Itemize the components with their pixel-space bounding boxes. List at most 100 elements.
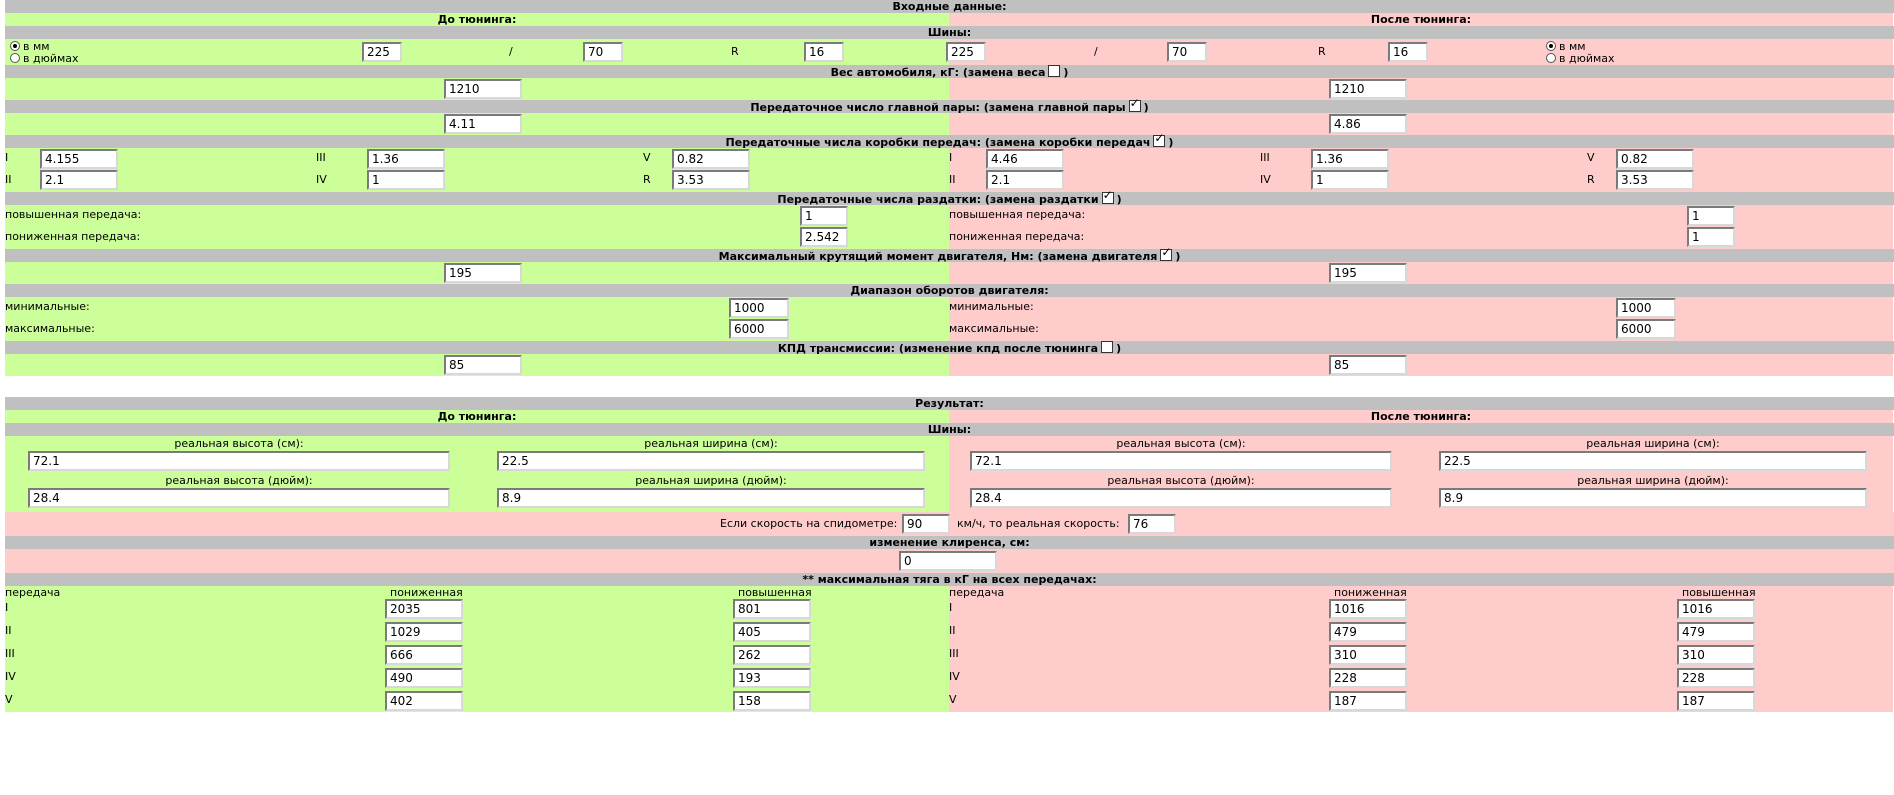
after-gear-r-input[interactable]: 3.53	[1616, 170, 1694, 190]
transfer-change-checkbox[interactable]	[1101, 189, 1114, 204]
before-traction-low-v[interactable]: 402	[385, 691, 463, 711]
speedometer-speed-input[interactable]: 90	[902, 514, 950, 534]
before-tire-profile-input[interactable]: 70	[583, 42, 623, 62]
tuning-calculator: Входные данные: До тюнинга: После тюнинг…	[5, 0, 1894, 712]
radio-checked-icon[interactable]	[10, 41, 20, 51]
before-gear-iii-input[interactable]: 1.36	[367, 149, 445, 169]
after-transfer-low-input[interactable]: 1	[1687, 227, 1735, 247]
before-gear-i-input[interactable]: 4.155	[40, 149, 118, 169]
before-efficiency-input[interactable]: 85	[444, 355, 522, 375]
before-unit-inch-option[interactable]: в дюймах	[10, 52, 79, 66]
after-traction-high-v[interactable]: 187	[1677, 691, 1755, 711]
after-tire-profile-input[interactable]: 70	[1167, 42, 1207, 62]
after-traction-low-v[interactable]: 187	[1329, 691, 1407, 711]
before-traction-high-v[interactable]: 158	[733, 691, 811, 711]
before-traction-low-iii[interactable]: 666	[385, 645, 463, 665]
radio-unchecked-icon[interactable]	[1546, 53, 1556, 63]
after-unit-mm-option[interactable]: в мм	[1546, 40, 1586, 54]
before-transfer-high-input[interactable]: 1	[800, 206, 848, 226]
traction-title: ** максимальная тяга в кГ на всех переда…	[5, 573, 1894, 586]
before-real-width-inch[interactable]: 8.9	[497, 488, 925, 508]
after-real-height-cm[interactable]: 72.1	[970, 451, 1392, 471]
before-gearbox: I 4.155 III 1.36 V 0.82 II 2.1 IV 1 R 3.…	[5, 148, 949, 192]
after-tires-row: 225 / 70 R 16 в мм в дюймах	[946, 39, 1893, 66]
after-rpm-max-input[interactable]: 6000	[1616, 319, 1676, 339]
result-tires-title: Шины:	[5, 423, 1894, 436]
clearance-change-output[interactable]: 0	[899, 551, 997, 571]
after-transfer-high-input[interactable]: 1	[1687, 206, 1735, 226]
tire-r-label: R	[731, 45, 739, 58]
before-traction-low-iv[interactable]: 490	[385, 668, 463, 688]
before-tuning-label: До тюнинга:	[5, 13, 949, 26]
before-transfer-low-input[interactable]: 2.542	[800, 227, 848, 247]
after-tuning-label: После тюнинга:	[949, 13, 1893, 26]
input-section-title: Входные данные:	[5, 0, 1894, 13]
after-rpm-min-input[interactable]: 1000	[1616, 298, 1676, 318]
after-real-width-cm[interactable]: 22.5	[1439, 451, 1867, 471]
after-traction-high-ii[interactable]: 479	[1677, 622, 1755, 642]
after-main-pair-input[interactable]: 4.86	[1329, 114, 1407, 134]
tire-slash-label: /	[509, 45, 513, 58]
after-weight-input[interactable]: 1210	[1329, 79, 1407, 99]
after-traction-low-ii[interactable]: 479	[1329, 622, 1407, 642]
before-traction-high-ii[interactable]: 405	[733, 622, 811, 642]
result-after-label: После тюнинга:	[949, 410, 1893, 423]
after-gear-v-input[interactable]: 0.82	[1616, 149, 1694, 169]
after-traction-low-iv[interactable]: 228	[1329, 668, 1407, 688]
after-rpm: минимальные: 1000 максимальные: 6000	[949, 297, 1893, 341]
result-section-title: Результат:	[5, 397, 1894, 410]
before-traction-low-i[interactable]: 2035	[385, 599, 463, 619]
after-tire-width-input[interactable]: 225	[946, 42, 986, 62]
before-gear-r-input[interactable]: 3.53	[672, 170, 750, 190]
traction-before: передача пониженная повышенная I 2035 801 I…	[5, 586, 949, 712]
before-gear-v-input[interactable]: 0.82	[672, 149, 750, 169]
after-tire-radius-input[interactable]: 16	[1388, 42, 1428, 62]
radio-checked-icon[interactable]	[1546, 41, 1556, 51]
tires-title: Шины:	[5, 26, 1894, 39]
after-torque-input[interactable]: 195	[1329, 263, 1407, 283]
after-traction-low-iii[interactable]: 310	[1329, 645, 1407, 665]
before-traction-high-i[interactable]: 801	[733, 599, 811, 619]
before-rpm-max-input[interactable]: 6000	[729, 319, 789, 339]
before-real-width-cm[interactable]: 22.5	[497, 451, 925, 471]
before-unit-mm-option[interactable]: в мм	[10, 40, 50, 54]
section-spacer	[5, 376, 1894, 397]
efficiency-change-checkbox[interactable]	[1101, 341, 1114, 353]
after-gear-ii-input[interactable]: 2.1	[986, 170, 1064, 190]
before-traction-high-iv[interactable]: 193	[733, 668, 811, 688]
before-real-height-inch[interactable]: 28.4	[28, 488, 450, 508]
after-traction-low-i[interactable]: 1016	[1329, 599, 1407, 619]
weight-change-checkbox[interactable]	[1048, 65, 1061, 77]
before-real-height-cm[interactable]: 72.1	[28, 451, 450, 471]
gearbox-title: Передаточные числа коробки передач: (зам…	[5, 132, 1894, 149]
traction-after: передача пониженная повышенная I 1016 1016…	[949, 586, 1893, 712]
before-gear-iv-input[interactable]: 1	[367, 170, 445, 190]
after-efficiency-input[interactable]: 85	[1329, 355, 1407, 375]
after-traction-high-iii[interactable]: 310	[1677, 645, 1755, 665]
before-gear-ii-input[interactable]: 2.1	[40, 170, 118, 190]
before-traction-low-ii[interactable]: 1029	[385, 622, 463, 642]
after-traction-high-iv[interactable]: 228	[1677, 668, 1755, 688]
rpm-title: Диапазон оборотов двигателя:	[5, 284, 1894, 297]
before-torque-input[interactable]: 195	[444, 263, 522, 283]
after-traction-high-i[interactable]: 1016	[1677, 599, 1755, 619]
radio-unchecked-icon[interactable]	[10, 53, 20, 63]
after-gear-iv-input[interactable]: 1	[1311, 170, 1389, 190]
gearbox-change-checkbox[interactable]	[1153, 132, 1166, 147]
after-real-width-inch[interactable]: 8.9	[1439, 488, 1867, 508]
traction-gear-label: I	[5, 601, 9, 614]
main-pair-change-checkbox[interactable]	[1128, 97, 1141, 112]
before-weight-input[interactable]: 1210	[444, 79, 522, 99]
before-rpm-min-input[interactable]: 1000	[729, 298, 789, 318]
engine-change-checkbox[interactable]	[1160, 246, 1173, 261]
after-real-height-inch[interactable]: 28.4	[970, 488, 1392, 508]
after-gear-iii-input[interactable]: 1.36	[1311, 149, 1389, 169]
before-traction-high-iii[interactable]: 262	[733, 645, 811, 665]
speed-prefix-label: Если скорость на спидометре:	[720, 517, 898, 530]
real-speed-output[interactable]: 76	[1128, 514, 1176, 534]
before-tire-radius-input[interactable]: 16	[804, 42, 844, 62]
after-unit-inch-option[interactable]: в дюймах	[1546, 52, 1615, 66]
after-gear-i-input[interactable]: 4.46	[986, 149, 1064, 169]
before-main-pair-input[interactable]: 4.11	[444, 114, 522, 134]
before-tire-width-input[interactable]: 225	[362, 42, 402, 62]
